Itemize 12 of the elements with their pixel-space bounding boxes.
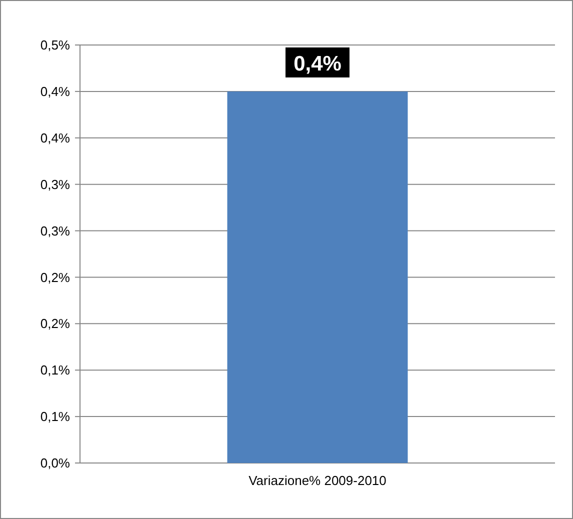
y-tick-label: 0,4% xyxy=(40,130,70,146)
x-tick-label: Variazione% 2009-2010 xyxy=(248,473,386,488)
y-tick-label: 0,3% xyxy=(40,176,70,192)
y-tick-label: 0,1% xyxy=(40,362,70,378)
y-tick-label: 0,2% xyxy=(40,316,70,332)
y-tick-label: 0,2% xyxy=(40,270,70,285)
y-tick-label: 0,5% xyxy=(40,38,70,53)
y-tick-label: 0,1% xyxy=(40,409,70,424)
y-tick-label: 0,4% xyxy=(40,84,70,99)
y-tick-label: 0,0% xyxy=(40,456,70,471)
data-label: 0,4% xyxy=(294,52,342,76)
y-tick-label: 0,3% xyxy=(40,223,70,238)
